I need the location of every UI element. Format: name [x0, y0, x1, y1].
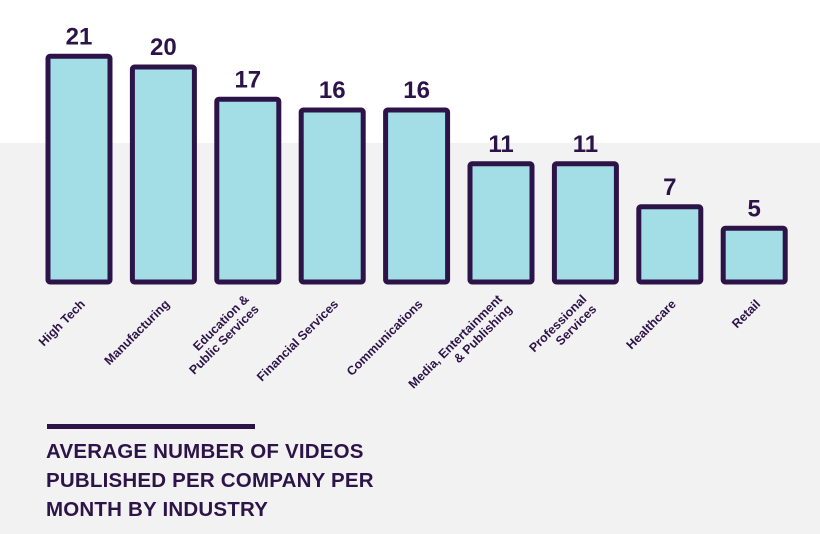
category-label-8: Healthcare: [624, 297, 679, 352]
bar-3: [214, 96, 282, 285]
category-label-line: Communications: [344, 297, 426, 379]
category-label-text-7: ProfessionalServices: [526, 292, 599, 365]
data-label-6: 11: [488, 131, 513, 158]
category-label-1: High Tech: [36, 297, 88, 349]
category-label-line: High Tech: [36, 297, 88, 349]
category-label-line: Healthcare: [624, 297, 679, 352]
category-label-9: Retail: [729, 297, 763, 331]
category-label-text-8: Healthcare: [624, 297, 679, 352]
data-label-2: 20: [150, 34, 177, 61]
category-label-text-1: High Tech: [36, 297, 88, 349]
category-label-line: Retail: [729, 297, 763, 331]
title-rule: [47, 424, 255, 429]
category-label-text-4: Financial Services: [254, 297, 341, 384]
chart-title-line-2: PUBLISHED PER COMPANY PER: [46, 469, 374, 492]
category-label-3: Education &Public Services: [177, 292, 262, 377]
bar-8: [636, 204, 704, 285]
data-label-1: 21: [66, 23, 93, 50]
category-label-line: Manufacturing: [102, 297, 173, 368]
chart-title: AVERAGE NUMBER OF VIDEOS PUBLISHED PER C…: [46, 437, 466, 524]
data-label-9: 5: [748, 195, 761, 222]
category-label-text-5: Communications: [344, 297, 426, 379]
category-label-text-3: Education &Public Services: [177, 292, 262, 377]
data-label-7: 11: [573, 131, 598, 158]
category-label-line: Financial Services: [254, 297, 341, 384]
bar-7: [551, 161, 619, 285]
data-label-5: 16: [403, 77, 430, 104]
data-label-3: 17: [234, 66, 261, 93]
bar-1: [45, 53, 113, 285]
data-label-8: 7: [663, 174, 676, 201]
bar-4: [298, 107, 366, 285]
bar-5: [383, 107, 451, 285]
category-label-text-2: Manufacturing: [102, 297, 173, 368]
bar-9: [720, 225, 788, 285]
category-label-2: Manufacturing: [102, 297, 173, 368]
category-label-text-9: Retail: [729, 297, 763, 331]
data-label-4: 16: [319, 77, 346, 104]
bar-chart: 21 High Tech 20 Manufacturing 17 Education &P…: [36, 23, 788, 391]
bar-6: [467, 161, 535, 285]
category-label-5: Communications: [344, 297, 426, 379]
bar-2: [129, 64, 197, 285]
category-label-7: ProfessionalServices: [526, 292, 599, 365]
chart-title-line-3: MONTH BY INDUSTRY: [46, 498, 269, 521]
category-label-4: Financial Services: [254, 297, 341, 384]
chart-title-line-1: AVERAGE NUMBER OF VIDEOS: [46, 440, 364, 463]
